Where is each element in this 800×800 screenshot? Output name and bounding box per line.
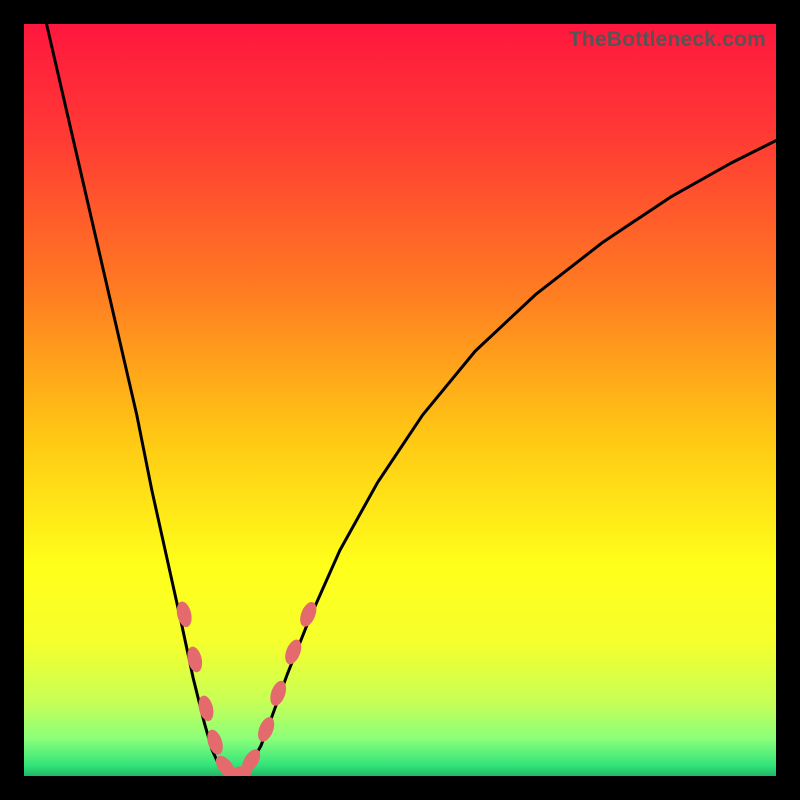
chart-frame: TheBottleneck.com [24, 24, 776, 776]
bottleneck-curve [47, 24, 776, 776]
curve-marker [255, 715, 278, 744]
plot-svg [24, 24, 776, 776]
curve-marker [267, 679, 289, 708]
